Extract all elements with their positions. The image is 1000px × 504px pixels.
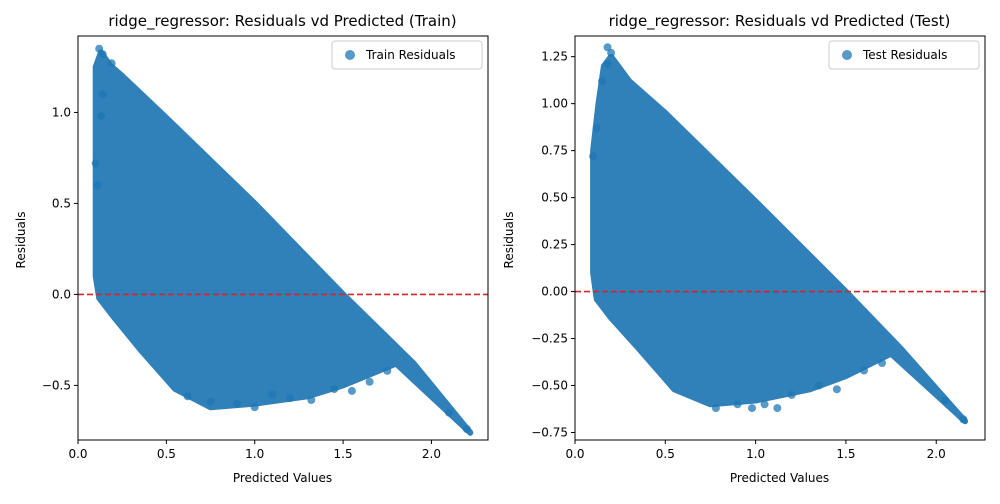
train-x-tick-label: 1.5 xyxy=(334,447,353,461)
test-x-tick-label: 0.0 xyxy=(565,447,584,461)
train-scatter-point xyxy=(206,397,215,406)
train-scatter-point xyxy=(183,392,192,401)
train-scatter-point xyxy=(250,403,259,412)
train-x-tick-label: 0.5 xyxy=(157,447,176,461)
train-scatter-point xyxy=(98,50,107,59)
train-scatter-point xyxy=(365,377,374,386)
train-legend-label: Train Residuals xyxy=(365,48,456,62)
test-scatter-point xyxy=(760,400,769,409)
test-y-axis-label: Residuals xyxy=(502,212,516,269)
train-scatter-point xyxy=(383,366,392,375)
train-axes-frame xyxy=(77,35,489,441)
test-scatter-point xyxy=(733,400,742,409)
train-scatter-point xyxy=(307,396,316,404)
test-chart-title: ridge_regressor: Residuals vd Predicted … xyxy=(609,12,951,31)
train-scatter-point xyxy=(462,425,471,434)
train-x-axis-label: Predicted Values xyxy=(233,471,332,485)
train-scatter-point xyxy=(107,59,116,68)
train-residuals-panel: ridge_regressor: Residuals vd Predicted … xyxy=(14,12,489,485)
train-y-tick-label: −0.5 xyxy=(42,378,71,392)
test-y-tick-label: 0.00 xyxy=(541,285,568,299)
train-scatter-point xyxy=(97,112,105,121)
test-x-tick-label: 2.0 xyxy=(927,447,946,461)
test-scatter-point xyxy=(589,152,598,161)
train-scatter-point xyxy=(330,385,339,393)
test-y-tick-label: −0.25 xyxy=(531,332,568,346)
train-legend-box xyxy=(331,40,483,70)
test-scatter-point xyxy=(959,415,968,424)
test-scatter-point xyxy=(814,381,823,390)
train-scatter-cloud xyxy=(92,49,474,436)
test-scatter-point xyxy=(878,359,886,367)
train-chart-title: ridge_regressor: Residuals vd Predicted … xyxy=(108,12,456,31)
test-scatter-point xyxy=(607,48,616,57)
test-legend: Test Residuals xyxy=(828,40,980,70)
test-x-axis-label: Predicted Values xyxy=(730,471,829,485)
test-scatter-point xyxy=(603,60,612,69)
train-y-tick-label: 0.5 xyxy=(52,196,71,210)
train-plot-area xyxy=(91,44,474,436)
train-x-tick-label: 1.0 xyxy=(245,447,264,461)
train-scatter-point xyxy=(347,386,356,395)
train-legend: Train Residuals xyxy=(331,40,483,70)
test-legend-label: Test Residuals xyxy=(862,48,947,62)
train-scatter-point xyxy=(268,390,277,399)
test-scatter-point xyxy=(748,404,756,413)
test-y-tick-label: 1.00 xyxy=(541,97,568,111)
test-x-tick-label: 1.0 xyxy=(746,447,765,461)
test-residuals-panel: ridge_regressor: Residuals vd Predicted … xyxy=(502,12,986,485)
test-scatter-cloud xyxy=(590,53,969,425)
test-y-tick-label: 0.75 xyxy=(541,144,568,158)
test-scatter-point xyxy=(711,404,720,413)
test-scatter-point xyxy=(773,404,782,413)
test-scatter-point xyxy=(598,77,607,86)
test-scatter-point xyxy=(832,385,841,394)
test-y-tick-label: 0.50 xyxy=(541,191,568,205)
train-y-axis-label: Residuals xyxy=(14,212,28,269)
test-x-tick-label: 1.5 xyxy=(836,447,855,461)
test-y-tick-label: −0.75 xyxy=(531,425,568,439)
test-y-tick-label: 1.25 xyxy=(541,50,568,64)
train-scatter-point xyxy=(286,394,295,403)
test-legend-box xyxy=(828,40,980,70)
test-plot-area xyxy=(589,43,969,425)
test-y-tick-label: −0.50 xyxy=(531,379,568,393)
train-y-tick-label: 1.0 xyxy=(52,105,71,119)
test-scatter-point xyxy=(787,390,796,399)
test-y-tick-label: 0.25 xyxy=(541,238,568,252)
train-scatter-point xyxy=(93,181,102,190)
test-legend-marker xyxy=(842,50,852,60)
test-axes-frame xyxy=(574,35,986,441)
train-scatter-point xyxy=(98,90,107,99)
test-x-tick-label: 0.5 xyxy=(656,447,675,461)
test-scatter-point xyxy=(860,366,868,375)
test-scatter-point xyxy=(592,124,601,133)
train-scatter-point xyxy=(233,399,242,408)
train-legend-marker xyxy=(345,50,355,60)
train-x-tick-label: 0.0 xyxy=(68,447,87,461)
train-scatter-point xyxy=(445,408,454,417)
train-x-tick-label: 2.0 xyxy=(422,447,441,461)
train-scatter-point xyxy=(91,159,100,168)
test-scatter-point xyxy=(941,396,950,405)
train-y-tick-label: 0.0 xyxy=(52,287,71,301)
